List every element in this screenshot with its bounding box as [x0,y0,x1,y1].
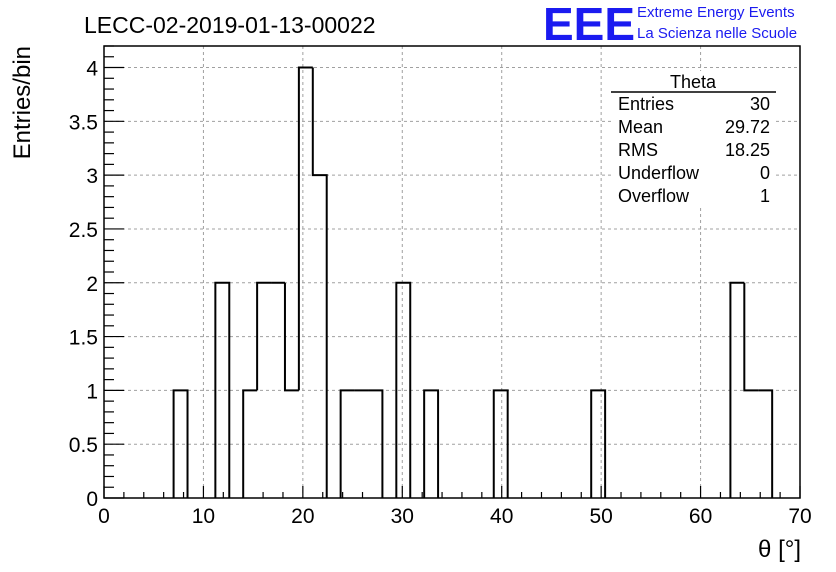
histogram-bin [256,281,272,391]
stats-row-label: Underflow [618,163,700,183]
x-tick-label: 0 [98,505,110,528]
logo-line-1: Extreme Energy Events [637,4,795,21]
y-tick-label: 4 [86,58,98,81]
stats-row-label: RMS [618,140,658,160]
y-tick-label: 3 [86,165,98,188]
y-tick-label: 2.5 [69,219,98,242]
chart-title: LECC-02-2019-01-13-00022 [84,12,376,38]
histogram-bin [214,281,231,498]
stats-row-value: 29.72 [725,117,770,137]
y-tick-label: 0 [86,488,98,511]
histogram-bin [395,281,412,498]
stats-row-value: 1 [760,186,770,206]
logo-mark: EEE [543,0,635,50]
y-axis-label: Entries/bin [9,46,36,159]
histogram-bin [339,389,355,498]
x-tick-label: 40 [490,505,513,528]
histogram-bin [423,389,440,498]
stats-box: Theta Entries 30 Mean 29.72 RMS 18.25 Underflo… [611,71,776,206]
stats-row-label: Overflow [618,186,690,206]
stats-row-value: 30 [750,94,770,114]
histogram-bin [283,282,299,392]
stats-row-label: Mean [618,117,663,137]
histogram-bin [242,389,258,498]
histogram-bin [492,389,509,498]
stats-row-value: 0 [760,163,770,183]
stats-rows: Entries 30 Mean 29.72 RMS 18.25 Underflow 0 Over… [618,94,770,206]
histogram-bin [297,66,313,391]
x-tick-label: 70 [788,505,811,528]
stats-title: Theta [670,72,717,92]
y-tick-label: 0.5 [69,434,98,457]
histogram-bin [758,389,774,498]
histogram-bin [590,389,607,498]
stats-box-background [611,71,776,206]
x-tick-label: 60 [689,505,712,528]
x-axis-label: θ [°] [758,536,801,563]
y-tick-label: 2 [86,273,98,296]
histogram-bin [743,282,759,392]
stats-row-label: Entries [618,94,674,114]
x-tick-label: 50 [589,505,612,528]
histogram-bin [368,389,384,498]
x-tick-label: 10 [192,505,215,528]
histogram-bin [729,281,745,498]
histogram-bars [172,66,774,498]
x-tick-label: 30 [391,505,414,528]
histogram-bin [311,67,328,498]
stats-row-value: 18.25 [725,140,770,160]
y-tick-labels: 0 0.5 1 1.5 2 2.5 3 3.5 4 [69,58,99,511]
y-tick-label: 1.5 [69,327,98,350]
y-tick-label: 1 [86,380,98,403]
eee-logo: EEE Extreme Energy Events La Scienza nel… [543,0,797,50]
histogram-bin [172,389,189,498]
y-tick-label: 3.5 [69,111,98,134]
logo-line-2: La Scienza nelle Scuole [637,25,797,42]
x-tick-labels: 0 10 20 30 40 50 60 70 [98,505,812,528]
x-tick-label: 20 [291,505,314,528]
axis-ticks [103,45,801,499]
